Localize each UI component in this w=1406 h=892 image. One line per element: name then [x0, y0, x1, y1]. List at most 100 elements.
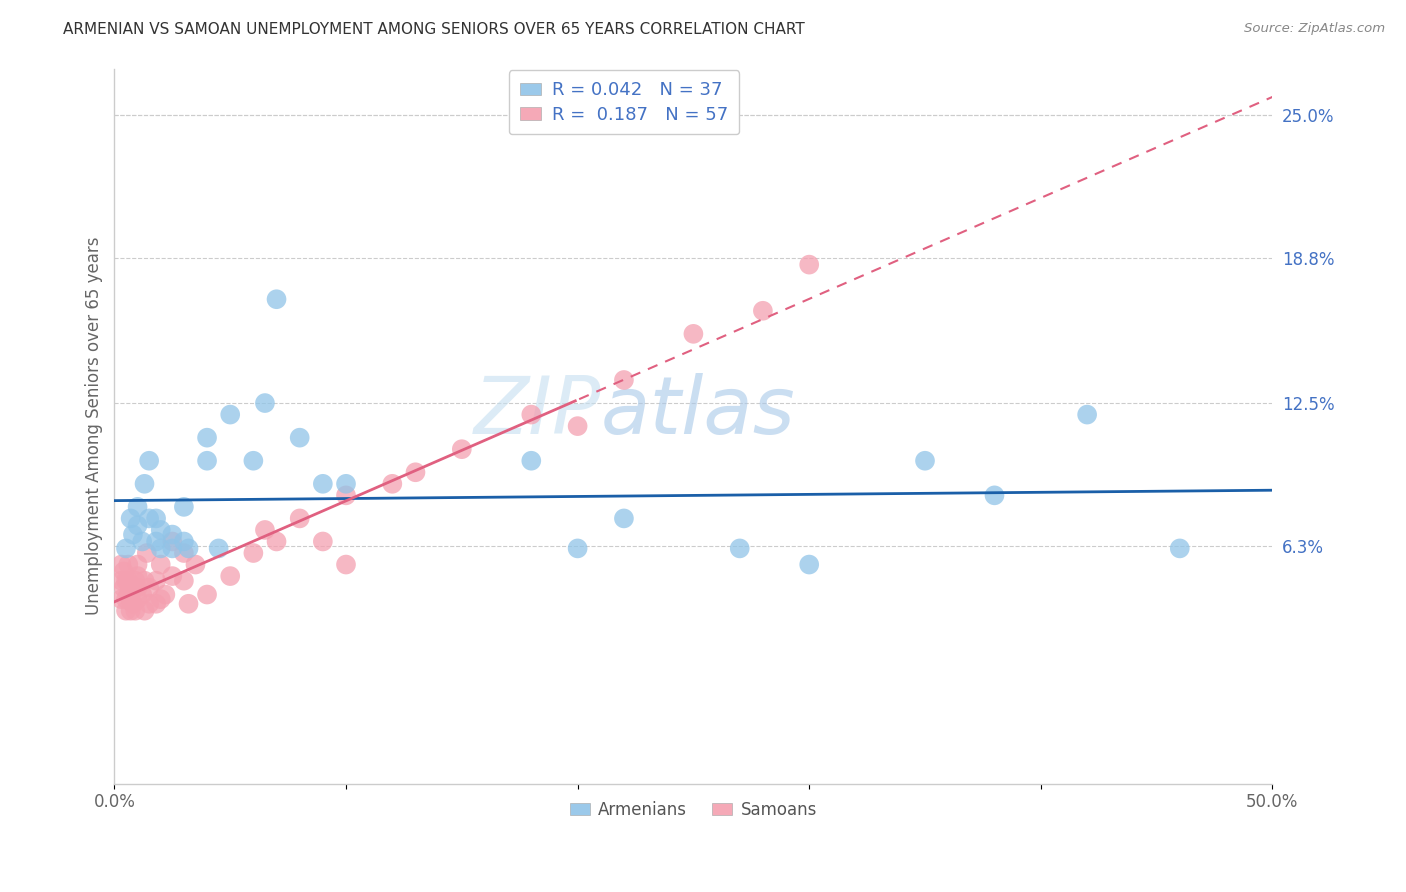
Point [110, 574, 132, 588]
Point [728, 541, 751, 556]
Point [1168, 541, 1191, 556]
Point [127, 569, 149, 583]
Point [149, 523, 172, 537]
Point [173, 546, 195, 560]
Point [120, 604, 142, 618]
Point [134, 476, 156, 491]
Point [138, 581, 160, 595]
Point [122, 527, 145, 541]
Point [124, 574, 146, 588]
Point [613, 511, 636, 525]
Point [115, 541, 138, 556]
Point [799, 258, 821, 272]
Point [122, 582, 145, 597]
Point [112, 581, 135, 595]
Point [162, 527, 184, 541]
Point [288, 431, 311, 445]
Point [127, 581, 149, 595]
Point [173, 574, 195, 588]
Point [173, 500, 195, 514]
Point [149, 592, 172, 607]
Text: ARMENIAN VS SAMOAN UNEMPLOYMENT AMONG SENIORS OVER 65 YEARS CORRELATION CHART: ARMENIAN VS SAMOAN UNEMPLOYMENT AMONG SE… [63, 22, 806, 37]
Point [312, 476, 335, 491]
Point [253, 523, 276, 537]
Point [127, 558, 149, 572]
Point [195, 454, 218, 468]
Point [124, 604, 146, 618]
Point [219, 408, 242, 422]
Point [242, 546, 264, 560]
Point [799, 558, 821, 572]
Point [138, 454, 160, 468]
Y-axis label: Unemployment Among Seniors over 65 years: Unemployment Among Seniors over 65 years [86, 237, 103, 615]
Text: Source: ZipAtlas.com: Source: ZipAtlas.com [1244, 22, 1385, 36]
Point [173, 534, 195, 549]
Point [613, 373, 636, 387]
Point [288, 511, 311, 525]
Point [149, 541, 172, 556]
Point [450, 442, 472, 457]
Point [138, 597, 160, 611]
Point [520, 454, 543, 468]
Point [155, 588, 177, 602]
Point [117, 574, 139, 588]
Point [177, 597, 200, 611]
Point [145, 597, 167, 611]
Point [131, 534, 153, 549]
Point [242, 454, 264, 468]
Point [162, 541, 184, 556]
Point [134, 574, 156, 588]
Point [115, 592, 138, 607]
Point [145, 534, 167, 549]
Point [145, 574, 167, 588]
Point [752, 303, 775, 318]
Point [381, 476, 404, 491]
Point [138, 511, 160, 525]
Point [266, 534, 288, 549]
Point [335, 476, 357, 491]
Point [115, 574, 138, 588]
Point [682, 326, 704, 341]
Point [266, 292, 288, 306]
Point [567, 419, 589, 434]
Point [110, 592, 132, 607]
Point [117, 558, 139, 572]
Point [131, 588, 153, 602]
Point [253, 396, 276, 410]
Point [195, 588, 218, 602]
Point [195, 431, 218, 445]
Point [115, 604, 138, 618]
Point [122, 597, 145, 611]
Point [134, 604, 156, 618]
Point [112, 565, 135, 579]
Point [120, 511, 142, 525]
Point [135, 546, 157, 560]
Text: atlas: atlas [600, 373, 796, 450]
Point [567, 541, 589, 556]
Point [520, 408, 543, 422]
Point [983, 488, 1005, 502]
Point [1076, 408, 1098, 422]
Point [120, 581, 142, 595]
Point [405, 465, 427, 479]
Point [145, 511, 167, 525]
Point [117, 588, 139, 602]
Point [335, 488, 357, 502]
Point [149, 558, 172, 572]
Point [914, 454, 936, 468]
Point [184, 558, 207, 572]
Point [162, 569, 184, 583]
Legend: Armenians, Samoans: Armenians, Samoans [564, 794, 824, 825]
Point [335, 558, 357, 572]
Point [127, 500, 149, 514]
Point [177, 541, 200, 556]
Point [312, 534, 335, 549]
Point [110, 558, 132, 572]
Text: ZIP: ZIP [474, 373, 600, 450]
Point [127, 518, 149, 533]
Point [219, 569, 242, 583]
Point [207, 541, 229, 556]
Point [162, 534, 184, 549]
Point [127, 592, 149, 607]
Point [120, 592, 142, 607]
